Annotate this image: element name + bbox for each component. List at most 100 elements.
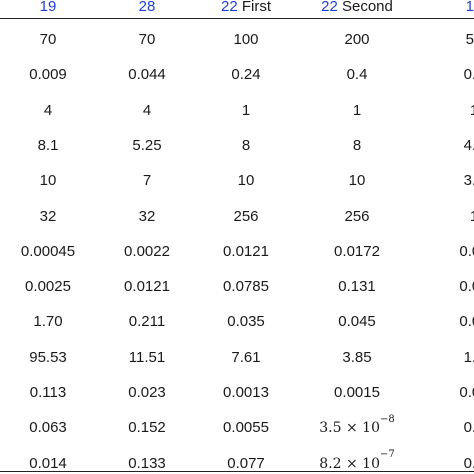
table-cell-col-2: 7: [143, 171, 151, 191]
table-cell-col-5: 0.8: [464, 65, 474, 85]
cell-value: 0.4: [346, 66, 368, 84]
cell-value: 0.0121: [223, 242, 269, 260]
cell-value: 0.0055: [223, 419, 269, 437]
table-cell-col-4: 200: [344, 30, 369, 50]
table-cell-col-2: 0.044: [128, 65, 166, 85]
cell-value: 1: [352, 101, 362, 119]
table-cell-col-4: 1: [353, 101, 361, 121]
cell-value: 70: [39, 31, 57, 48]
cell-value: 0.045: [338, 313, 376, 331]
cell-value: 8: [352, 136, 362, 154]
cell-value: 0.113: [29, 384, 67, 401]
header-cell-col-5: 18: [466, 0, 474, 17]
cell-value: 0.0172: [334, 242, 380, 260]
reference-link-22-first[interactable]: 22: [220, 0, 238, 15]
cell-value: 0.035: [227, 313, 265, 331]
table-cell-col-4: 8.2 × 10−7: [319, 449, 394, 474]
reference-link-28[interactable]: 28: [138, 0, 156, 15]
reference-link-18[interactable]: 18: [465, 0, 474, 15]
table-cell-col-5: 0.00: [459, 242, 474, 262]
cell-value: 0.077: [227, 454, 265, 472]
cell-value: 8.1: [37, 136, 59, 154]
table-row: 0.014 0.133 0.077 8.2 × 10−7 0.0: [0, 449, 474, 474]
table-cell-col-1: 95.53: [29, 348, 67, 368]
cell-value: 0.8: [463, 66, 474, 84]
table-cell-col-3: 0.0055: [223, 418, 269, 438]
cell-value: 32: [39, 207, 57, 225]
cell-value: 4: [43, 101, 53, 119]
cell-value: 10: [237, 172, 255, 190]
header-cell-col-4: 22 Second: [321, 0, 393, 17]
table-header-row: 19 28 22 First 22 Second 18: [0, 0, 474, 17]
table-cell-col-5: 4.1: [464, 136, 474, 156]
header-rule: [0, 18, 474, 19]
cell-value: 0.00045: [20, 242, 76, 260]
table-cell-col-3: 1: [242, 101, 250, 121]
table-cell-col-3: 0.0785: [223, 277, 269, 297]
cell-value: 3.85: [342, 348, 372, 366]
cell-value: 3.5 × 10: [319, 420, 380, 437]
table-cell-col-2: 70: [139, 30, 156, 50]
table-cell-col-1: 0.063: [29, 418, 67, 438]
cell-value: 0.00: [459, 242, 474, 260]
table-cell-col-5: 3.5: [464, 171, 474, 191]
cell-value: 8: [241, 136, 251, 154]
cell-value: 256: [344, 207, 370, 225]
table-cell-col-1: 1.70: [33, 312, 62, 332]
table-row: 0.0025 0.0121 0.0785 0.131 0.00: [0, 277, 474, 297]
cell-value: 0.0022: [124, 242, 170, 260]
table-cell-col-1: 0.00045: [21, 242, 75, 262]
table-cell-col-1: 0.113: [30, 383, 66, 403]
cell-value: 0.152: [128, 419, 166, 437]
table-cell-col-4: 0.0015: [334, 383, 380, 403]
table-cell-col-4: 256: [344, 207, 369, 227]
table-row: 8.1 5.25 8 8 4.1: [0, 136, 474, 156]
cell-value: 0.00: [459, 313, 474, 331]
reference-link-22-second[interactable]: 22: [321, 0, 338, 15]
cell-value: 100: [233, 31, 259, 48]
table-cell-col-1: 0.009: [29, 65, 67, 85]
table-row: 95.53 11.51 7.61 3.85 1.4: [0, 348, 474, 368]
cell-value: 4: [142, 101, 152, 119]
table-cell-col-4: 0.045: [338, 312, 376, 332]
table-cell-col-1: 32: [40, 207, 57, 227]
table-cell-col-3: 10: [238, 171, 255, 191]
cell-value: 0.063: [29, 419, 67, 437]
table-cell-col-4: 0.4: [347, 65, 368, 85]
cell-value: 200: [344, 31, 370, 48]
cell-value: 95.53: [29, 348, 67, 366]
cell-value: 0.133: [128, 454, 166, 472]
table-row: 0.113 0.023 0.0013 0.0015 0.00: [0, 383, 474, 403]
cell-value: 0.0: [463, 419, 474, 437]
cell-value: 0.0121: [124, 278, 170, 296]
cell-value: 1: [470, 208, 474, 225]
table-row: 0.063 0.152 0.0055 3.5 × 10−8 0.0: [0, 414, 474, 438]
table-cell-col-1: 0.0025: [25, 277, 71, 297]
table-cell-col-1: 4: [44, 101, 52, 121]
cell-value: 0.0785: [223, 278, 269, 296]
cell-exponent: −7: [379, 448, 395, 460]
table-cell-col-2: 0.152: [128, 418, 166, 438]
cell-value: 11.51: [128, 348, 166, 366]
cell-value: 5.25: [132, 136, 162, 154]
cell-value: 1: [470, 102, 474, 119]
table-cell-col-5: 50: [466, 30, 474, 50]
table-cell-col-2: 0.023: [128, 383, 166, 403]
table-cell-col-5: 1: [470, 101, 474, 121]
table-cell-col-2: 0.133: [128, 454, 166, 474]
cell-value: 10: [348, 172, 366, 190]
cell-exponent: −8: [379, 413, 395, 425]
table-cell-col-1: 70: [40, 30, 57, 50]
table-cell-col-1: 10: [40, 171, 57, 191]
reference-link-19[interactable]: 19: [39, 0, 57, 15]
table-cell-col-5: 0.0: [464, 418, 474, 438]
table-row: 0.009 0.044 0.24 0.4 0.8: [0, 65, 474, 85]
cell-value: 4.1: [463, 136, 474, 154]
header-label-second: Second: [341, 0, 393, 15]
table-row: 70 70 100 200 50: [0, 30, 474, 50]
table-cell-col-2: 0.0022: [124, 242, 170, 262]
cell-value: 0.023: [128, 384, 166, 401]
table-cell-col-4: 3.85: [342, 348, 371, 368]
cell-value: 1: [241, 101, 251, 119]
